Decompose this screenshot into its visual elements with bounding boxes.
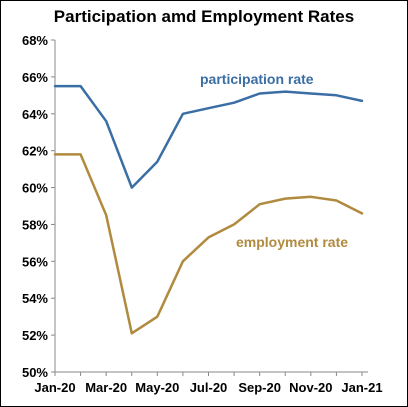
y-tick-label: 52% (22, 328, 48, 343)
series-labels: participation rate employment rate (200, 71, 348, 250)
x-ticks: Jan-20 Mar-20 May-20 Jul-20 Sep-20 Nov-20 Jan-… (34, 372, 383, 395)
series-line-participation-rate (53, 84, 364, 189)
series-lines (53, 84, 364, 335)
chart-title: Participation amd Employment Rates (53, 7, 355, 26)
series-label-employment-rate: employment rate (236, 234, 348, 250)
y-tick-label: 56% (22, 254, 48, 269)
y-tick-label: 60% (22, 181, 48, 196)
y-tick-label: 64% (22, 107, 48, 122)
x-tick-label: Jul-20 (190, 380, 228, 395)
x-tick-label: Sep-20 (238, 380, 281, 395)
y-tick-label: 68% (22, 33, 48, 48)
x-tick-label: Jan-20 (34, 380, 75, 395)
x-tick-label: Nov-20 (289, 380, 332, 395)
x-tick-label: Mar-20 (85, 380, 127, 395)
series-line-employment-rate (53, 153, 364, 335)
y-tick-label: 50% (22, 365, 48, 380)
x-tick-label: Jan-21 (341, 380, 382, 395)
series-label-participation-rate: participation rate (200, 71, 314, 87)
y-ticks: 50% 52% 54% 56% 58% 60% 62% 64% 66% 68% (22, 33, 55, 380)
x-tick-label: May-20 (135, 380, 179, 395)
y-tick-label: 58% (22, 217, 48, 232)
y-tick-label: 66% (22, 70, 48, 85)
y-tick-label: 54% (22, 291, 48, 306)
y-tick-label: 62% (22, 144, 48, 159)
axes (54, 40, 368, 373)
